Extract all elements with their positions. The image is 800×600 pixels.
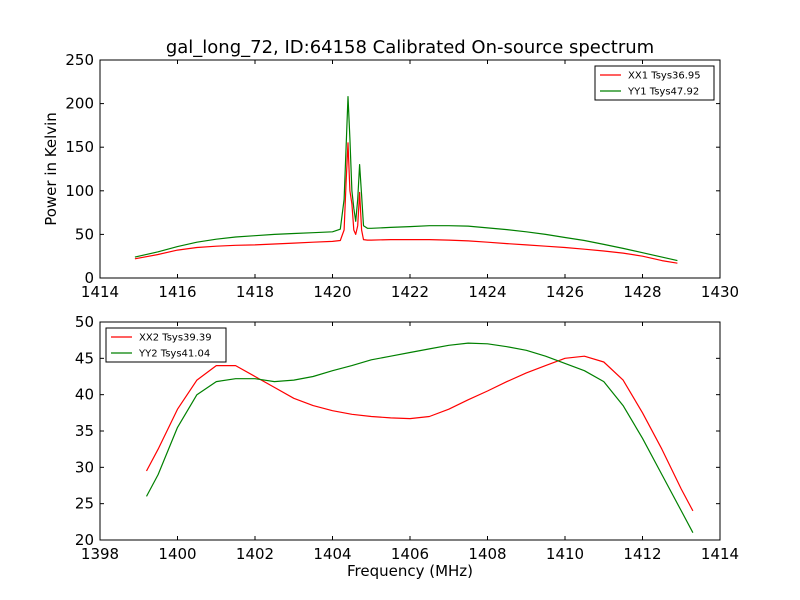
top-x-tick-label: 1418 xyxy=(236,283,274,301)
bottom-plot-frame xyxy=(99,321,721,541)
top-y-tick-label: 0 xyxy=(84,269,94,287)
bottom-x-tick-label: 1404 xyxy=(313,545,351,563)
bottom-y-tick-label: 50 xyxy=(75,313,94,331)
bottom-series-layer xyxy=(145,342,694,533)
top-x-tick-label: 1422 xyxy=(391,283,429,301)
top-plot-frame xyxy=(99,59,721,279)
top-x-tick-label: 1416 xyxy=(158,283,196,301)
top-series-line-1 xyxy=(134,142,678,264)
top-axis-ticks: 1414 1416 1418 1420 1422 1424 1426 1428 1430 0 50 1… xyxy=(65,51,739,301)
bottom-y-tick-label: 45 xyxy=(75,349,94,367)
top-x-tick-label: 1430 xyxy=(701,283,739,301)
bottom-x-tick-label: 1398 xyxy=(81,545,119,563)
chart-title: gal_long_72, ID:64158 Calibrated On-sour… xyxy=(166,37,654,58)
bottom-y-tick-label: 30 xyxy=(75,458,94,476)
bottom-x-tick-label: 1406 xyxy=(391,545,429,563)
top-y-axis-label: Power in Kelvin xyxy=(42,112,60,226)
top-x-tick-label: 1414 xyxy=(81,283,119,301)
bottom-y-tick-label: 40 xyxy=(75,386,94,404)
top-x-tick-label: 1424 xyxy=(468,283,506,301)
top-series-line-2 xyxy=(134,95,678,262)
top-series-layer xyxy=(134,95,678,264)
bottom-x-tick-label: 1400 xyxy=(158,545,196,563)
bottom-legend: XX2 Tsys39.39 YY2 Tsys41.04 xyxy=(105,327,227,363)
top-legend-box xyxy=(594,65,715,101)
legend-label-xx2: XX2 Tsys39.39 xyxy=(139,333,212,344)
bottom-x-tick-label: 1410 xyxy=(546,545,584,563)
top-panel: 1414 1416 1418 1420 1422 1424 1426 1428 1430 0 50 1… xyxy=(42,51,739,301)
bottom-x-tick-label: 1408 xyxy=(468,545,506,563)
top-x-tick-label: 1428 xyxy=(623,283,661,301)
top-y-tick-label: 250 xyxy=(65,51,94,69)
bottom-panel: 1398 1400 1402 1404 1406 1408 1410 1412 1414 20 25… xyxy=(75,313,739,580)
bottom-x-tick-label: 1414 xyxy=(701,545,739,563)
top-y-tick-label: 200 xyxy=(65,95,94,113)
bottom-series-line-2 xyxy=(145,342,694,533)
top-legend: XX1 Tsys36.95 YY1 Tsys47.92 xyxy=(594,65,715,101)
bottom-axis-ticks: 1398 1400 1402 1404 1406 1408 1410 1412 1414 20 25… xyxy=(75,313,739,563)
bottom-series-line-1 xyxy=(145,355,694,512)
top-y-tick-label: 100 xyxy=(65,182,94,200)
legend-label-xx1: XX1 Tsys36.95 xyxy=(628,71,701,82)
bottom-y-tick-label: 25 xyxy=(75,495,94,513)
bottom-x-tick-label: 1412 xyxy=(623,545,661,563)
legend-label-yy1: YY1 Tsys47.92 xyxy=(627,87,699,98)
top-y-tick-label: 150 xyxy=(65,138,94,156)
bottom-legend-box xyxy=(105,327,227,363)
bottom-y-tick-label: 35 xyxy=(75,422,94,440)
top-x-tick-label: 1420 xyxy=(313,283,351,301)
top-y-tick-label: 50 xyxy=(75,225,94,243)
bottom-x-axis-label: Frequency (MHz) xyxy=(347,562,473,580)
bottom-x-tick-label: 1402 xyxy=(236,545,274,563)
legend-label-yy2: YY2 Tsys41.04 xyxy=(138,349,210,360)
bottom-y-tick-label: 20 xyxy=(75,531,94,549)
top-x-tick-label: 1426 xyxy=(546,283,584,301)
